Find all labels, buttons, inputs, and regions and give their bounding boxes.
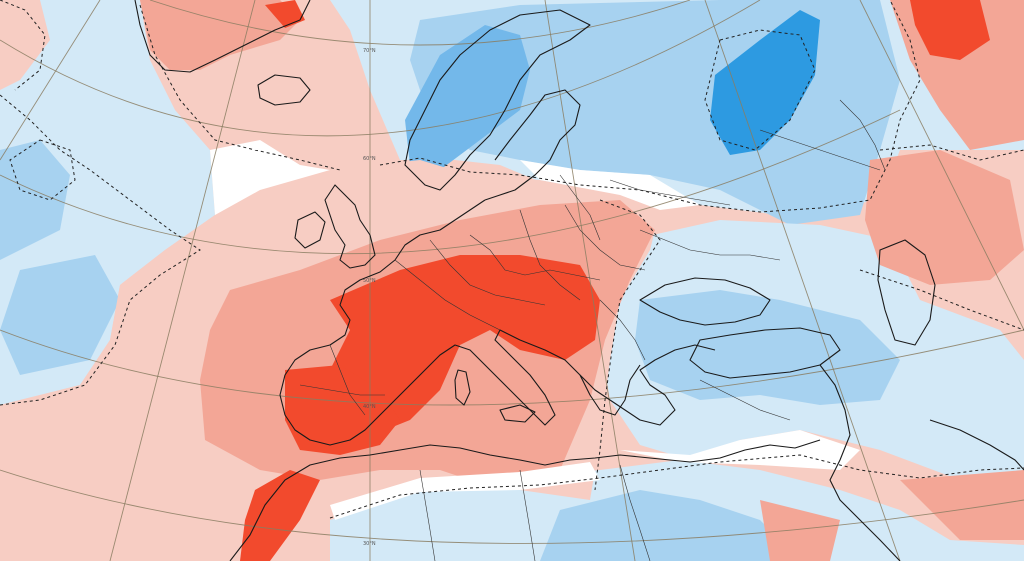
northeast-warm-strong-zone	[910, 0, 990, 60]
country-borders	[299, 99, 886, 561]
balkans-coast	[579, 344, 716, 426]
greenland-warm-strong-zone	[265, 0, 305, 28]
western-europe-coast	[279, 199, 641, 446]
black-sea-coast	[639, 277, 771, 326]
coastlines	[134, 0, 1024, 561]
neutral-band-north	[210, 140, 700, 215]
graticule-label-70n: 70°N	[363, 48, 376, 54]
south-cool-mid-zone	[540, 490, 800, 561]
northwest-warm-zone	[0, 0, 50, 90]
arabia-coast	[929, 419, 1024, 471]
greenland-warm-zone	[140, 0, 300, 70]
ireland-coast	[294, 211, 326, 249]
east-med-cool-mid-zone	[635, 290, 900, 405]
russia-cool-deep-zone	[710, 10, 820, 155]
levant-coast	[819, 364, 901, 561]
sicily-coast	[499, 404, 536, 423]
scandinavia-coast	[404, 9, 591, 191]
graticule-label-30n: 30°N	[363, 541, 376, 547]
east-africa-warm-zone	[760, 470, 1024, 561]
graticule-label-40n: 40°N	[363, 404, 376, 410]
scandinavia-cool-strong-zone	[405, 25, 530, 170]
africa-warm-strong-zone	[240, 470, 320, 561]
greenland-coast	[134, 0, 311, 73]
caspian-warm-zone	[865, 150, 1024, 285]
graticule-labels: 70°N 60°N 50°N 40°N 30°N	[363, 48, 376, 547]
caspian-coast	[877, 239, 936, 346]
anomaly-contours	[0, 0, 1024, 519]
atlantic-cool-mid-zone	[0, 140, 120, 375]
graticule-label-60n: 60°N	[363, 156, 376, 162]
sardinia-coast	[454, 369, 471, 406]
neutral-band-south	[330, 430, 860, 520]
baltic-coast	[484, 89, 581, 201]
north-africa-coast	[229, 439, 821, 561]
graticule-label-50n: 50°N	[363, 278, 376, 284]
britain-coast	[324, 184, 376, 269]
iceland-coast	[257, 74, 311, 106]
